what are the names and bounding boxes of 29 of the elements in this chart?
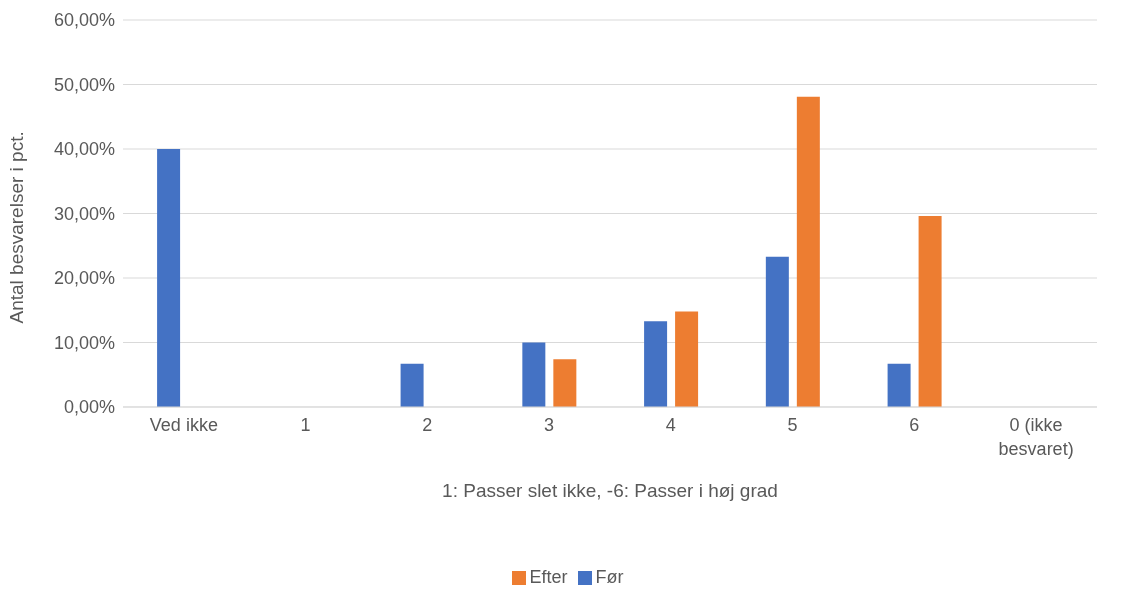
x-tick-label: 2	[422, 415, 433, 435]
x-tick-label: 6	[909, 415, 920, 435]
bar	[887, 363, 911, 407]
bar	[157, 149, 181, 407]
legend-label: Før	[595, 567, 624, 587]
y-tick-label: 50,00%	[53, 74, 115, 95]
bar	[765, 256, 789, 407]
bar	[675, 311, 699, 407]
y-tick-label: 40,00%	[53, 139, 115, 160]
x-tick-label: Ved ikke	[149, 415, 218, 435]
y-tick-label: 30,00%	[53, 203, 115, 224]
x-tick-label: 1	[300, 415, 311, 435]
bar	[918, 216, 942, 407]
y-axis-title: Antal besvarelser i pct.	[5, 131, 27, 324]
x-tick-label: 0 (ikke besvaret)	[998, 415, 1074, 459]
bar	[522, 342, 546, 407]
bar	[796, 96, 820, 407]
x-axis-title: 1: Passer slet ikke, -6: Passer i høj grad	[442, 480, 778, 501]
y-tick-label: 0,00%	[63, 397, 115, 418]
bar	[400, 363, 424, 407]
y-tick-label: 10,00%	[53, 332, 115, 353]
x-tick-label: 5	[787, 415, 798, 435]
y-tick-label: 20,00%	[53, 268, 115, 289]
bar	[553, 359, 577, 407]
x-tick-label: 4	[665, 415, 676, 435]
legend-label: Efter	[529, 567, 568, 587]
y-tick-label: 60,00%	[53, 10, 115, 31]
x-tick-label: 3	[544, 415, 555, 435]
bar	[644, 321, 668, 407]
